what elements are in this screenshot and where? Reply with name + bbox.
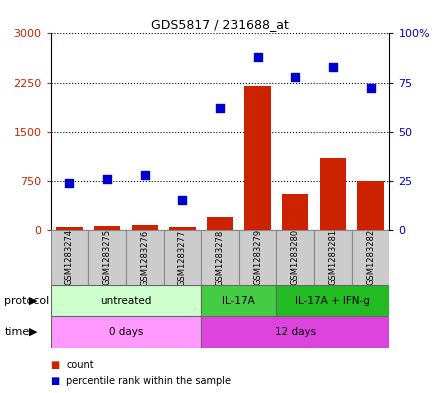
Point (141, 172, 148, 178)
Bar (207, 217, 233, 230)
Text: count: count (66, 360, 94, 370)
Bar (51, 316, 201, 348)
Text: GSM1283280: GSM1283280 (291, 230, 300, 285)
Text: ▶: ▶ (29, 296, 37, 306)
Text: time: time (4, 327, 29, 337)
Bar (94, 226, 120, 230)
Text: protocol: protocol (4, 296, 50, 306)
Bar (282, 194, 308, 230)
Bar (164, 230, 201, 285)
Bar (169, 227, 195, 230)
Bar (320, 158, 346, 230)
Bar (132, 225, 158, 230)
Bar (126, 230, 164, 285)
Text: GSM1283276: GSM1283276 (140, 229, 149, 286)
Point (367, 85, 374, 92)
Bar (88, 230, 126, 285)
Bar (51, 285, 201, 316)
Text: 0 days: 0 days (109, 327, 143, 337)
Text: GSM1283274: GSM1283274 (65, 230, 74, 285)
Bar (357, 181, 384, 230)
Text: 12 days: 12 days (275, 327, 316, 337)
Title: GDS5817 / 231688_at: GDS5817 / 231688_at (151, 18, 289, 31)
Bar (201, 316, 389, 348)
Point (103, 176, 110, 182)
Bar (56, 227, 83, 230)
Text: ■: ■ (51, 376, 60, 386)
Bar (276, 285, 389, 316)
Bar (201, 285, 276, 316)
Bar (245, 86, 271, 230)
Bar (314, 230, 352, 285)
Point (254, 54, 261, 60)
Point (179, 197, 186, 204)
Text: IL-17A: IL-17A (223, 296, 255, 306)
Text: untreated: untreated (100, 296, 151, 306)
Bar (201, 230, 239, 285)
Text: IL-17A + IFN-g: IL-17A + IFN-g (296, 296, 370, 306)
Point (66, 180, 73, 186)
Bar (276, 230, 314, 285)
Bar (352, 230, 389, 285)
Point (292, 73, 299, 80)
Text: percentile rank within the sample: percentile rank within the sample (66, 376, 231, 386)
Bar (51, 230, 88, 285)
Text: GSM1283277: GSM1283277 (178, 229, 187, 286)
Text: ■: ■ (51, 360, 60, 370)
Bar (239, 230, 276, 285)
Text: GSM1283278: GSM1283278 (216, 229, 224, 286)
Text: GSM1283281: GSM1283281 (328, 230, 337, 285)
Point (330, 64, 337, 70)
Text: GSM1283279: GSM1283279 (253, 230, 262, 285)
Text: GSM1283275: GSM1283275 (103, 230, 112, 285)
Text: ▶: ▶ (29, 327, 37, 337)
Point (216, 105, 224, 111)
Text: GSM1283282: GSM1283282 (366, 230, 375, 285)
